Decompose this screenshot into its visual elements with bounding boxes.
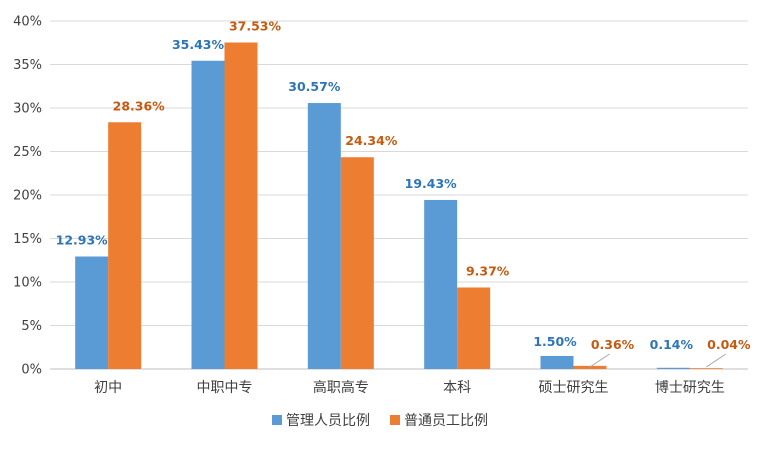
x-tick-label: 中职中专	[197, 380, 253, 396]
x-axis: 初中 中职中专 高职高专 本科 硕士研究生 博士研究生	[94, 379, 725, 396]
y-tick-label: 35%	[13, 58, 42, 73]
legend: 管理人员比例 普通员工比例	[272, 413, 488, 429]
bar	[656, 367, 690, 369]
legend-label: 普通员工比例	[404, 413, 488, 429]
leader-line	[706, 353, 727, 368]
data-label: 24.34%	[345, 133, 398, 148]
leader-line	[589, 353, 610, 368]
bar	[340, 157, 374, 369]
x-tick-label: 硕士研究生	[539, 380, 609, 396]
x-tick-label: 本科	[443, 380, 471, 396]
data-label: 19.43%	[405, 176, 458, 191]
bar	[424, 199, 458, 369]
y-tick-label: 30%	[13, 102, 42, 117]
y-tick-label: 0%	[21, 363, 42, 378]
data-label: 0.14%	[650, 337, 694, 352]
data-label: 0.36%	[591, 337, 635, 352]
data-labels: 12.93% 28.36% 35.43% 37.53% 30.57% 24.34% 19.4…	[56, 18, 751, 368]
legend-swatch	[390, 415, 400, 425]
y-tick-label: 25%	[13, 145, 42, 160]
bar	[75, 256, 109, 369]
bar	[457, 287, 491, 369]
y-tick-label: 5%	[21, 319, 42, 334]
y-tick-label: 20%	[13, 189, 42, 204]
data-label: 0.04%	[707, 337, 751, 352]
legend-swatch	[272, 415, 282, 425]
data-label: 30.57%	[288, 79, 341, 94]
data-label: 35.43%	[172, 37, 225, 52]
y-axis: 0% 5% 10% 15% 20% 25% 30% 35% 40%	[13, 15, 42, 378]
bars	[75, 42, 723, 369]
x-tick-label: 博士研究生	[655, 379, 725, 396]
bar	[307, 103, 341, 369]
x-tick-label: 高职高专	[313, 379, 369, 396]
x-tick-label: 初中	[94, 379, 122, 396]
y-tick-label: 10%	[13, 276, 42, 291]
data-label: 9.37%	[466, 263, 510, 278]
bar	[191, 60, 225, 369]
y-tick-label: 40%	[13, 15, 42, 30]
bar	[573, 365, 607, 369]
gridlines	[50, 20, 748, 370]
bar	[224, 42, 258, 369]
bar	[540, 355, 574, 369]
bar	[108, 122, 142, 369]
y-tick-label: 15%	[13, 232, 42, 247]
data-label: 37.53%	[229, 18, 282, 33]
data-label: 1.50%	[533, 334, 577, 349]
data-label: 28.36%	[113, 98, 166, 113]
legend-label: 管理人员比例	[286, 413, 370, 429]
bar	[689, 368, 723, 369]
data-label: 12.93%	[56, 233, 109, 248]
